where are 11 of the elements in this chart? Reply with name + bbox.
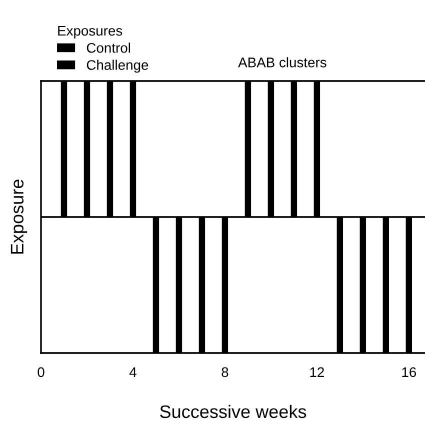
x-tick-label: 0 xyxy=(38,367,44,378)
x-tick-label: 8 xyxy=(222,367,228,378)
legend-label: Challenge xyxy=(86,60,148,73)
legend-title: Exposures xyxy=(58,26,122,38)
x-tick-label: 16 xyxy=(402,367,416,378)
y-axis-title: Exposure xyxy=(10,180,28,254)
x-tick-label: 4 xyxy=(129,367,136,377)
x-axis-title: Successive weeks xyxy=(160,404,306,418)
text: ABAB clusters xyxy=(238,57,326,68)
x-tick-label: 12 xyxy=(310,367,324,377)
legend-label: Control xyxy=(86,42,130,53)
